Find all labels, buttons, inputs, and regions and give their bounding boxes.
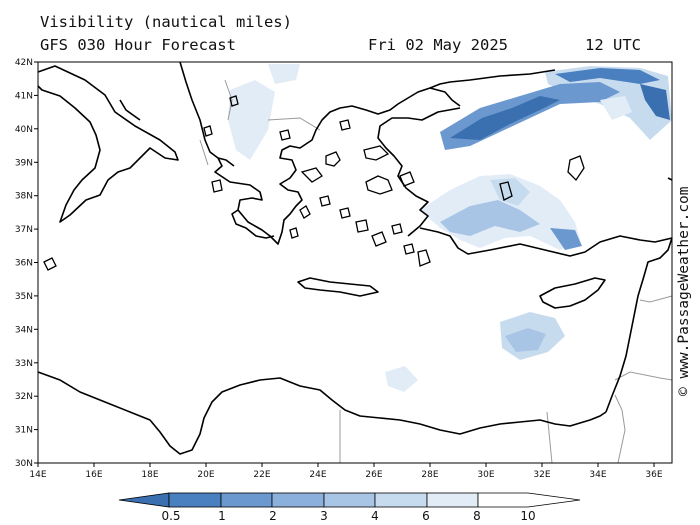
coastlines: [37, 61, 673, 455]
lat-label: 41N: [15, 91, 33, 101]
site-credit: © www.PassageWeather.com: [676, 186, 692, 412]
colorbar-label: 10: [520, 509, 536, 523]
lon-label: 28E: [421, 470, 438, 480]
colorbar-segment: [426, 492, 479, 508]
lat-label: 35N: [15, 292, 33, 302]
lon-label: 20E: [197, 470, 214, 480]
lat-label: 32N: [15, 392, 33, 402]
visibility-colorbar: [118, 492, 581, 508]
lon-label: 26E: [365, 470, 382, 480]
lat-label: 30N: [15, 459, 33, 469]
lat-label: 42N: [15, 58, 33, 68]
colorbar-label: 4: [371, 509, 379, 523]
country-borders: [199, 79, 673, 464]
lat-label: 38N: [15, 192, 33, 202]
chart-title: Visibility (nautical miles): [40, 13, 292, 31]
colorbar-label: 1: [218, 509, 226, 523]
lon-label: 22E: [253, 470, 270, 480]
colorbar-segment: [374, 492, 428, 508]
forecast-subtitle: GFS 030 Hour Forecast: [40, 36, 236, 54]
colorbar-label: 6: [422, 509, 430, 523]
lon-label: 32E: [533, 470, 550, 480]
colorbar-label: 0.5: [161, 509, 181, 523]
axis-ticks: [34, 61, 655, 467]
colorbar-segment: [271, 492, 325, 508]
site-credit-text: © www.PassageWeather.com: [676, 186, 692, 396]
lon-label: 14E: [29, 470, 46, 480]
colorbar-segment: [323, 492, 376, 508]
lon-label: 34E: [589, 470, 606, 480]
lon-label: 16E: [85, 470, 102, 480]
colorbar-segment: [118, 492, 170, 508]
colorbar-label: 2: [269, 509, 277, 523]
lat-label: 39N: [15, 158, 33, 168]
lon-label: 24E: [309, 470, 326, 480]
colorbar-label: 8: [473, 509, 481, 523]
lat-label: 36N: [15, 259, 33, 269]
lon-label: 36E: [645, 470, 662, 480]
lat-label: 37N: [15, 225, 33, 235]
lon-label: 30E: [477, 470, 494, 480]
lon-label: 18E: [141, 470, 158, 480]
colorbar-segment: [477, 492, 581, 508]
lat-label: 40N: [15, 125, 33, 135]
forecast-time: 12 UTC: [585, 36, 641, 54]
colorbar-segment: [220, 492, 273, 508]
forecast-date: Fri 02 May 2025: [368, 36, 508, 54]
longitude-labels: 14E 16E 18E 20E 22E 24E 26E 28E 30E 32E …: [29, 470, 662, 480]
lat-label: 31N: [15, 426, 33, 436]
lat-label: 34N: [15, 325, 33, 335]
latitude-labels: 42N 41N 40N 39N 38N 37N 36N 35N 34N 33N …: [15, 58, 33, 469]
colorbar-segment: [168, 492, 222, 508]
visibility-shading: [228, 64, 672, 392]
colorbar-label: 3: [320, 509, 328, 523]
map-area: [38, 62, 672, 463]
islands: [43, 95, 585, 271]
lat-label: 33N: [15, 359, 33, 369]
